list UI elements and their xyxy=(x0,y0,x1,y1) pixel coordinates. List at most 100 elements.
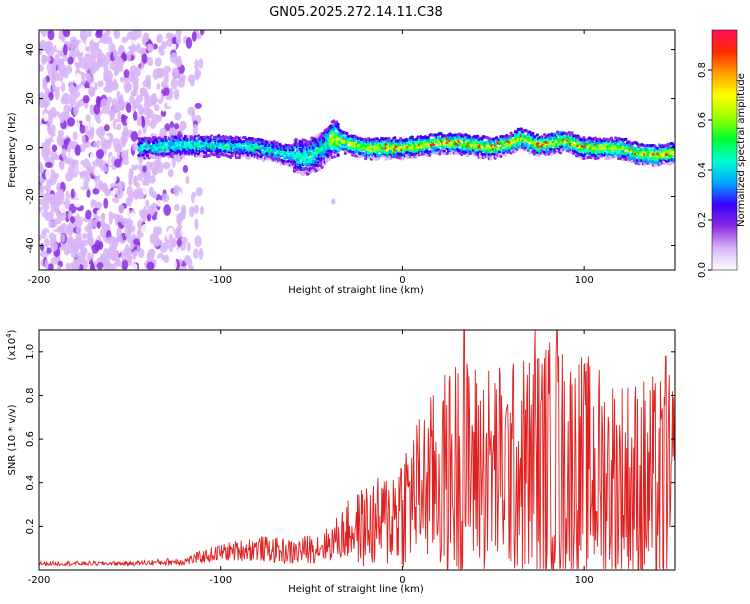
spectrogram-cell xyxy=(88,179,96,190)
spectrogram-cell xyxy=(384,142,388,146)
spectrogram-cell xyxy=(330,155,334,159)
spectrogram-cell xyxy=(113,78,118,87)
spectrogram-cell xyxy=(337,206,341,211)
spectrogram-cell xyxy=(261,83,265,88)
spectrogram-cell xyxy=(535,133,539,137)
spectrogram-cell xyxy=(589,137,593,141)
spectrogram-cell xyxy=(449,34,453,39)
snr-y-label: SNR (10 * v/v) xyxy=(7,404,18,475)
spectrogram-cell xyxy=(89,40,95,48)
spectrogram-cell xyxy=(195,186,203,197)
spectrogram-cell xyxy=(314,33,318,38)
spectrogram-cell xyxy=(96,56,103,68)
spectrogram-cell xyxy=(135,182,141,189)
snr-x-tick-label: -100 xyxy=(209,575,232,586)
spectrogram-cell xyxy=(152,235,160,248)
spectrogram-cell xyxy=(137,203,144,211)
spectrogram-cell xyxy=(476,134,480,138)
spectrogram-cell xyxy=(45,168,51,181)
spectrogram-cell xyxy=(65,262,71,270)
colorbar-tick-label: 0.4 xyxy=(697,162,708,178)
spectrogram-cell xyxy=(465,148,470,152)
spectrogram-cell xyxy=(284,148,288,152)
spectrogram-cell xyxy=(153,104,160,112)
spectrogram-cell xyxy=(429,143,433,147)
spectrogram-cell xyxy=(331,198,336,205)
colorbar-tick-label: 0.2 xyxy=(697,212,708,228)
spectrogram-cell xyxy=(300,140,304,144)
spectrogram-cell xyxy=(47,30,55,41)
spectrogram-cell xyxy=(74,259,81,270)
spectrogram-cell xyxy=(194,71,200,81)
spectrogram-y-tick-label: 0 xyxy=(25,144,36,150)
spectrogram-cell xyxy=(452,145,456,150)
snr-scale-close: ) xyxy=(7,329,18,333)
spectrogram-cell xyxy=(94,240,101,251)
spectrogram-cell xyxy=(86,252,92,262)
spectrogram-cell xyxy=(194,218,199,230)
spectrogram-cell xyxy=(106,236,114,244)
spectrogram-cell xyxy=(173,123,180,130)
spectrogram-cell xyxy=(58,204,67,214)
spectrogram-cell xyxy=(130,131,139,142)
spectrogram-cell xyxy=(98,131,104,140)
spectrogram-cell xyxy=(64,197,71,210)
spectrogram-cell xyxy=(141,223,149,235)
spectrogram-cell xyxy=(70,188,75,199)
spectrogram-cell xyxy=(150,93,159,105)
spectrogram-cell xyxy=(109,61,118,71)
spectrogram-cell xyxy=(92,141,98,148)
spectrogram-cell xyxy=(624,137,628,141)
spectrogram-cell xyxy=(519,127,523,131)
spectrogram-cell xyxy=(63,255,71,263)
spectrogram-cell xyxy=(117,241,122,254)
colorbar-tick-label: 0.8 xyxy=(697,62,708,78)
spectrogram-cell xyxy=(403,218,407,223)
spectrogram-cell xyxy=(147,45,154,53)
spectrogram-cell xyxy=(120,150,126,159)
spectrogram-cell xyxy=(136,94,144,103)
spectrogram-cell xyxy=(104,113,111,124)
spectrogram-cell xyxy=(451,136,455,141)
spectrogram-cell xyxy=(617,154,621,158)
spectrogram-cell xyxy=(315,200,319,205)
spectrogram-cell xyxy=(185,175,190,185)
spectrogram-cell xyxy=(90,126,95,138)
spectrogram-cell xyxy=(567,130,571,135)
spectrogram-cell xyxy=(54,53,60,65)
spectrogram-cell xyxy=(439,132,443,136)
spectrogram-cell xyxy=(401,156,406,160)
spectrogram-cell xyxy=(464,133,468,137)
spectrogram-cell xyxy=(146,213,152,222)
spectrogram-cell xyxy=(75,224,82,236)
spectrogram-cell xyxy=(83,59,90,72)
spectrogram-cell xyxy=(133,263,138,270)
spectrogram-cell xyxy=(319,148,323,152)
spectrogram-cell xyxy=(47,124,53,136)
spectrogram-cell xyxy=(548,150,552,154)
spectrogram-cell xyxy=(259,226,263,231)
spectrogram-cell xyxy=(50,106,57,118)
spectrogram-cell xyxy=(287,238,291,243)
spectrogram-cell xyxy=(526,148,531,152)
spectrogram-cell xyxy=(74,144,81,156)
spectrogram-cell xyxy=(310,54,314,59)
spectrogram-cell xyxy=(324,159,329,164)
spectrogram-cell xyxy=(104,124,110,132)
spectrogram-cell xyxy=(102,247,109,260)
spectrogram-cell xyxy=(140,68,147,75)
spectrogram-cell xyxy=(132,249,138,257)
spectrogram-cell xyxy=(117,111,122,123)
spectrogram-cell xyxy=(114,144,123,153)
spectrogram-x-tick-label: 0 xyxy=(399,275,405,286)
spectrogram-cell xyxy=(194,235,202,248)
spectrogram-cell xyxy=(119,76,125,83)
spectrogram-cell xyxy=(426,136,430,140)
spectrogram-cell xyxy=(174,203,180,212)
spectrogram-cell xyxy=(193,204,199,214)
spectrogram-cell xyxy=(480,137,484,141)
snr-y-tick-label: 0.4 xyxy=(25,475,36,491)
spectrogram-y-tick-label: 40 xyxy=(25,43,36,56)
spectrogram-cell xyxy=(672,144,675,148)
spectrogram-cell xyxy=(52,172,59,180)
